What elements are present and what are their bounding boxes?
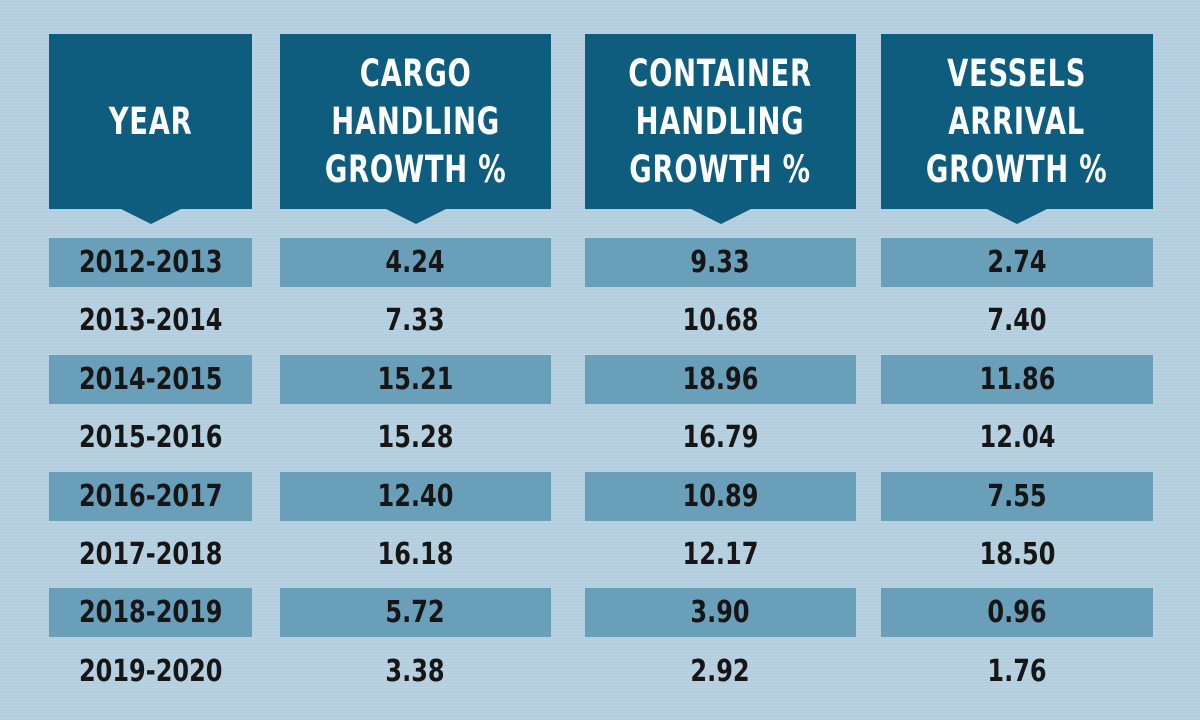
row-band [881,588,1153,637]
cell-cargo-handling-growth: 7.33 [280,296,551,345]
cell-value: 10.89 [682,479,759,514]
row-band [881,355,1153,404]
cell-year: 2017-2018 [49,530,252,579]
cell-value: 2.92 [690,654,751,689]
row-band [280,472,551,521]
row-band [585,588,856,637]
row-band [49,355,252,404]
cell-cargo-handling-growth: 4.24 [280,238,551,287]
header-year-label: YEAR [108,99,193,143]
cell-cargo-handling-growth: 15.28 [280,413,551,462]
header-container-handling-growth: CONTAINER HANDLING GROWTH % [585,34,856,224]
cell-value: 18.96 [682,362,759,397]
cell-value: 3.38 [385,654,446,689]
cell-value: 12.40 [377,479,454,514]
cell-container-handling-growth: 9.33 [585,238,856,287]
cell-value: 1.76 [987,654,1047,689]
cell-value: 15.21 [377,362,454,397]
row-band [280,355,551,404]
cell-container-handling-growth: 10.89 [585,472,856,521]
row-band [585,472,856,521]
row-band [585,238,856,287]
header-container-handling-growth-label: CONTAINER HANDLING GROWTH % [628,51,813,191]
cell-year: 2014-2015 [49,355,252,404]
cell-value: 3.90 [690,595,751,630]
header-cargo-handling-growth-label: CARGO HANDLING GROWTH % [324,51,507,191]
cell-container-handling-growth: 2.92 [585,647,856,696]
header-vessels-arrival-growth-label: VESSELS ARRIVAL GROWTH % [926,51,1108,191]
cell-cargo-handling-growth: 12.40 [280,472,551,521]
cell-value: 7.33 [385,303,446,338]
cell-value: 12.17 [682,537,759,572]
cell-value: 5.72 [385,595,446,630]
cell-year: 2015-2016 [49,413,252,462]
cell-value: 9.33 [690,245,751,280]
cell-cargo-handling-growth: 16.18 [280,530,551,579]
cell-value: 15.28 [377,420,454,455]
row-band [49,588,252,637]
cell-year: 2019-2020 [49,647,252,696]
cell-year: 2018-2019 [49,588,252,637]
row-band [49,472,252,521]
header-year: YEAR [49,34,252,224]
cell-vessels-arrival-growth: 12.04 [881,413,1153,462]
cell-container-handling-growth: 3.90 [585,588,856,637]
cell-vessels-arrival-growth: 7.55 [881,472,1153,521]
cell-year: 2013-2014 [49,296,252,345]
cell-container-handling-growth: 12.17 [585,530,856,579]
header-vessels-arrival-growth: VESSELS ARRIVAL GROWTH % [881,34,1153,224]
cell-vessels-arrival-growth: 0.96 [881,588,1153,637]
row-band [585,355,856,404]
cell-value: 2015-2016 [78,420,223,455]
cell-value: 12.04 [979,420,1055,455]
cell-value: 2.74 [987,245,1047,280]
row-band [49,238,252,287]
cell-year: 2016-2017 [49,472,252,521]
cell-vessels-arrival-growth: 2.74 [881,238,1153,287]
cell-value: 2016-2017 [78,479,223,514]
cell-value: 7.55 [987,479,1047,514]
cell-container-handling-growth: 16.79 [585,413,856,462]
cell-year: 2012-2013 [49,238,252,287]
cell-cargo-handling-growth: 3.38 [280,647,551,696]
cell-vessels-arrival-growth: 11.86 [881,355,1153,404]
cell-vessels-arrival-growth: 1.76 [881,647,1153,696]
cell-container-handling-growth: 18.96 [585,355,856,404]
cell-value: 18.50 [979,537,1055,572]
cell-value: 11.86 [979,362,1055,397]
cell-value: 2014-2015 [78,362,223,397]
cell-value: 16.18 [377,537,454,572]
cell-value: 0.96 [987,595,1047,630]
cell-vessels-arrival-growth: 18.50 [881,530,1153,579]
cell-value: 2012-2013 [78,245,223,280]
cell-container-handling-growth: 10.68 [585,296,856,345]
cell-value: 10.68 [682,303,759,338]
row-band [881,472,1153,521]
cell-value: 2019-2020 [78,654,223,689]
cell-value: 4.24 [385,245,446,280]
cell-vessels-arrival-growth: 7.40 [881,296,1153,345]
row-band [881,238,1153,287]
cell-value: 16.79 [682,420,759,455]
cell-value: 2017-2018 [78,537,223,572]
header-cargo-handling-growth: CARGO HANDLING GROWTH % [280,34,551,224]
row-band [280,238,551,287]
cell-cargo-handling-growth: 15.21 [280,355,551,404]
row-band [280,588,551,637]
cell-value: 2013-2014 [78,303,223,338]
cell-cargo-handling-growth: 5.72 [280,588,551,637]
cell-value: 7.40 [987,303,1047,338]
cell-value: 2018-2019 [78,595,223,630]
